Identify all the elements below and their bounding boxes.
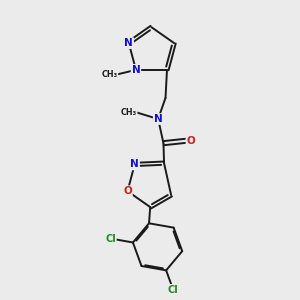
Text: N: N [124,38,133,48]
Text: O: O [123,186,132,196]
Text: O: O [187,136,195,146]
Text: N: N [132,65,140,75]
Text: Cl: Cl [167,285,178,295]
Text: Cl: Cl [105,234,116,244]
Text: CH₃: CH₃ [121,108,137,117]
Text: CH₃: CH₃ [101,70,118,79]
Text: N: N [130,159,139,170]
Text: N: N [154,114,163,124]
